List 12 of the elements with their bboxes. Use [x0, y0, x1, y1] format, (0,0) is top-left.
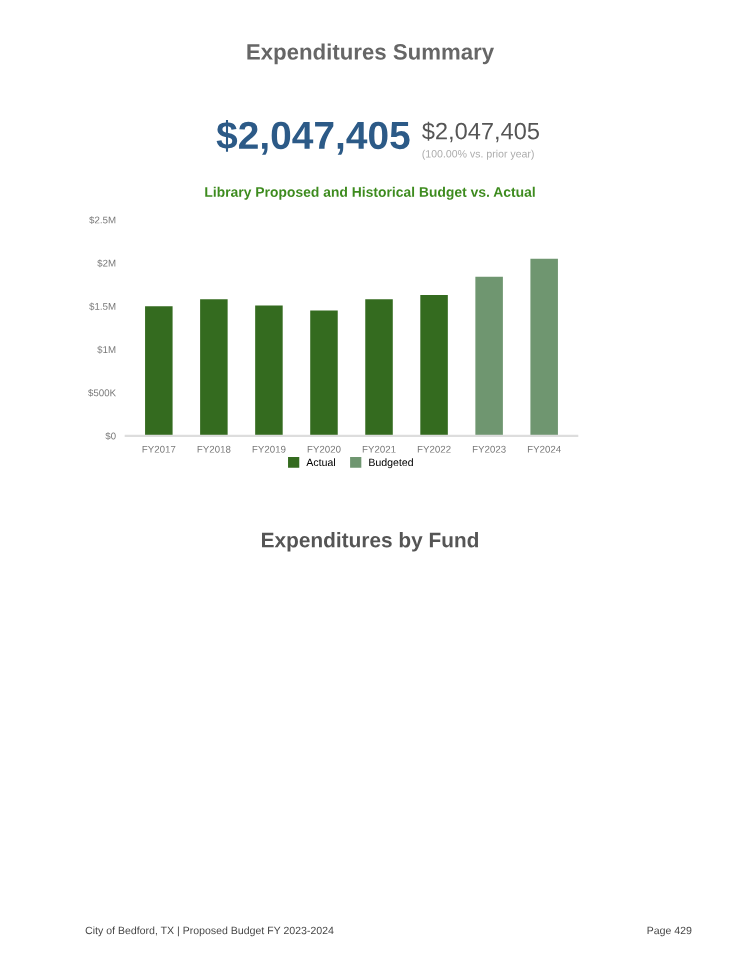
bar: [310, 310, 338, 436]
bar: [475, 276, 503, 436]
bar: [200, 299, 228, 436]
bar: [420, 295, 448, 436]
text: $2,047,405: [216, 119, 410, 155]
bar: [365, 299, 393, 436]
bar: [145, 306, 173, 436]
bar: [255, 305, 283, 436]
text: $2,047,405: [422, 121, 539, 143]
bar: [530, 258, 558, 436]
text: Expenditures by Fund: [262, 532, 479, 552]
chart-title: Expenditures Summary: [247, 43, 494, 65]
